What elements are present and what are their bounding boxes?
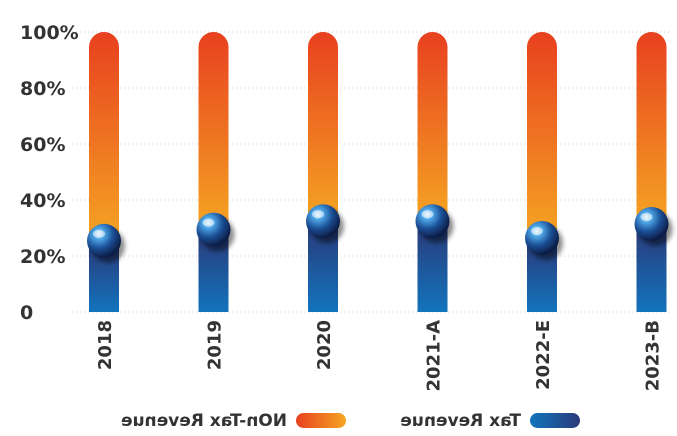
bar-tax-revenue [636, 228, 667, 312]
gridlines [72, 31, 672, 313]
y-tick-label: 60% [20, 134, 65, 156]
x-category-label: 2021-A [424, 320, 445, 392]
y-tick-label: 40% [20, 190, 65, 212]
x-category-label: 2020 [314, 320, 335, 370]
bar-tax-revenue [417, 225, 448, 312]
bar-nontax-revenue [417, 32, 448, 226]
x-category-label: 2023-B [643, 320, 664, 391]
legend-label: Tax Revenue [400, 411, 521, 431]
x-category-label: 2018 [95, 320, 116, 370]
x-category-label: 2019 [205, 320, 226, 370]
y-tick-label: 0 [20, 302, 33, 324]
y-tick-label: 80% [20, 78, 65, 100]
boundary-marker [525, 221, 559, 255]
legend: NOn-Tax Revenue Tax Revenue [121, 411, 580, 431]
bar-nontax-revenue [308, 32, 338, 226]
legend-item: NOn-Tax Revenue [121, 411, 346, 431]
y-tick-label: 100% [20, 22, 79, 44]
boundary-marker [306, 204, 340, 239]
bar-nontax-revenue [89, 32, 119, 245]
boundary-marker [634, 207, 669, 241]
y-axis-ticks: 0 20% 40% 60% 80% 100% [20, 22, 79, 324]
boundary-marker [87, 223, 121, 258]
legend-item: Tax Revenue [400, 411, 580, 431]
bar-nontax-revenue [527, 32, 557, 242]
legend-swatch [530, 413, 580, 428]
y-tick-label: 20% [20, 246, 65, 268]
legend-swatch [296, 413, 346, 428]
legend-label: NOn-Tax Revenue [121, 411, 287, 431]
bar-nontax-revenue [636, 32, 667, 228]
bar-nontax-revenue [198, 32, 229, 234]
bar-tax-revenue [198, 233, 229, 312]
bar-tax-revenue [308, 225, 338, 312]
x-axis-categories: 2018 2019 2020 2021-A 2022-E 2023-B [95, 320, 664, 392]
boundary-marker [196, 212, 231, 247]
x-category-label: 2022-E [533, 320, 554, 390]
boundary-marker [415, 204, 450, 239]
bars [87, 32, 669, 312]
